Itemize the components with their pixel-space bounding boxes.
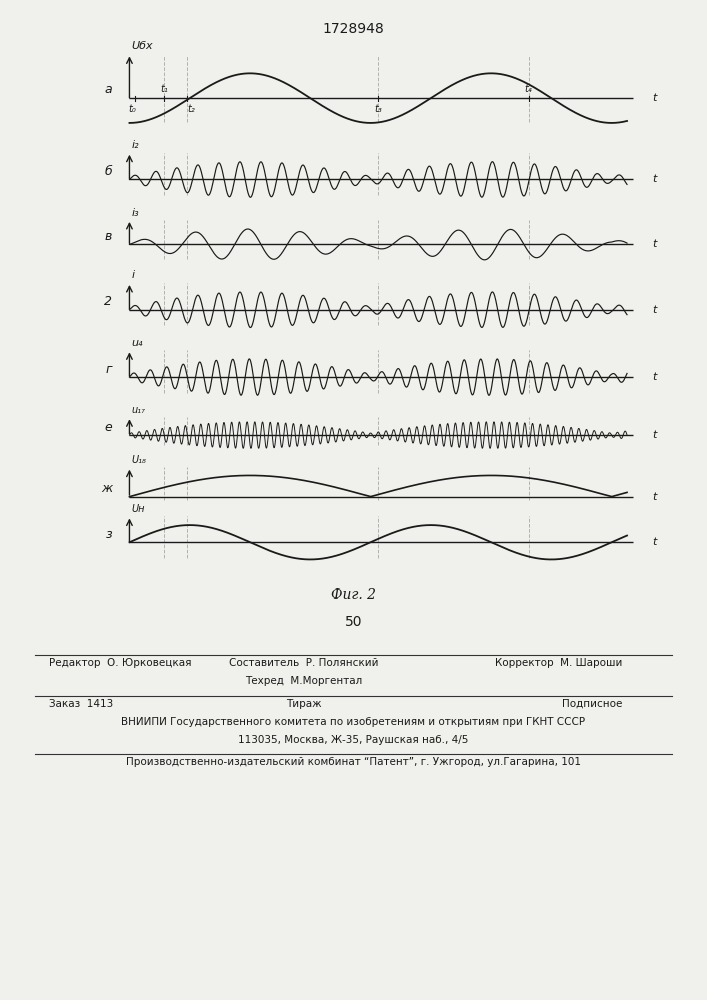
Text: Подписное: Подписное [562, 699, 622, 709]
Text: ВНИИПИ Государственного комитета по изобретениям и открытиям при ГКНТ СССР: ВНИИПИ Государственного комитета по изоб… [122, 717, 585, 727]
Text: t: t [653, 174, 657, 184]
Text: U₁₈: U₁₈ [132, 455, 146, 465]
Text: t: t [653, 537, 657, 547]
Text: u₁₇: u₁₇ [132, 405, 146, 415]
Text: з: з [105, 528, 112, 541]
Text: t₀: t₀ [128, 104, 136, 114]
Text: в: в [105, 230, 112, 243]
Text: i: i [132, 270, 135, 280]
Text: Составитель  Р. Полянский: Составитель Р. Полянский [229, 658, 379, 668]
Text: i₃: i₃ [132, 208, 139, 218]
Text: е: е [105, 421, 112, 434]
Text: б: б [105, 165, 112, 178]
Text: Тираж: Тираж [286, 699, 322, 709]
Text: t: t [653, 372, 657, 382]
Text: t: t [653, 492, 657, 502]
Text: Редактор  О. Юрковецкая: Редактор О. Юрковецкая [49, 658, 192, 668]
Text: t: t [653, 93, 657, 103]
Text: Uн: Uн [132, 504, 145, 514]
Text: t₁: t₁ [160, 84, 168, 94]
Text: Техред  М.Моргентал: Техред М.Моргентал [245, 676, 363, 686]
Text: i₂: i₂ [132, 140, 139, 150]
Text: Фиг. 2: Фиг. 2 [331, 588, 376, 602]
Text: 2: 2 [104, 295, 112, 308]
Text: t: t [653, 305, 657, 315]
Text: t: t [653, 239, 657, 249]
Text: 50: 50 [345, 615, 362, 629]
Text: г: г [105, 363, 112, 376]
Text: t: t [653, 430, 657, 440]
Text: Корректор  М. Шароши: Корректор М. Шароши [495, 658, 622, 668]
Text: 113035, Москва, Ж-35, Раушская наб., 4/5: 113035, Москва, Ж-35, Раушская наб., 4/5 [238, 735, 469, 745]
Text: ж: ж [101, 482, 112, 495]
Text: Заказ  1413: Заказ 1413 [49, 699, 114, 709]
Text: Uбx: Uбx [132, 41, 153, 51]
Text: t₃: t₃ [375, 104, 382, 114]
Text: а: а [105, 83, 112, 96]
Text: t₂: t₂ [187, 104, 194, 114]
Text: Производственно-издательский комбинат “Патент”, г. Ужгород, ул.Гагарина, 101: Производственно-издательский комбинат “П… [126, 757, 581, 767]
Text: 1728948: 1728948 [322, 22, 385, 36]
Text: u₄: u₄ [132, 338, 144, 348]
Text: t₄: t₄ [525, 84, 532, 94]
